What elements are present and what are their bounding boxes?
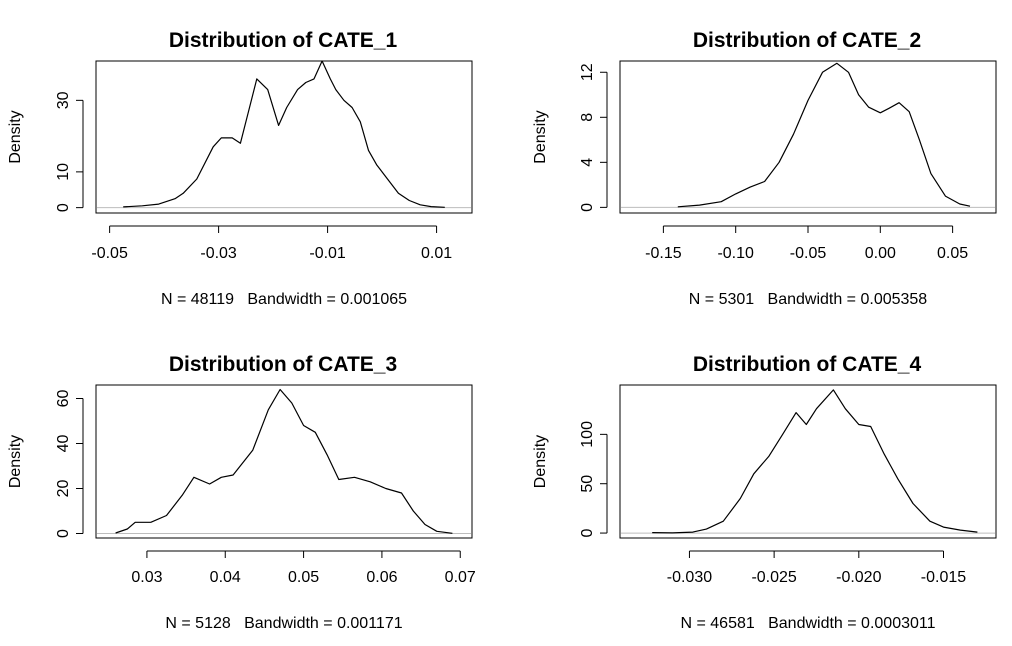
y-tick-label: 0 xyxy=(579,529,596,538)
x-axis-label: N = 5301 Bandwidth = 0.005358 xyxy=(689,291,928,308)
plot-frame xyxy=(619,60,997,214)
density-curve xyxy=(115,388,453,534)
x-tick-label: -0.10 xyxy=(717,245,754,262)
x-tick-label: -0.05 xyxy=(91,245,128,262)
density-curve xyxy=(652,389,978,534)
x-tick-label: -0.025 xyxy=(751,569,796,586)
x-tick-label: -0.030 xyxy=(667,569,712,586)
plot-frame xyxy=(95,384,473,539)
density-panel-2: Distribution of CATE_2 -0.15 -0.10 -0.05 0.0… xyxy=(532,29,997,308)
y-tick-label: 12 xyxy=(579,63,596,81)
x-tick-label: -0.020 xyxy=(836,569,881,586)
x-tick-label: 0.01 xyxy=(421,245,452,262)
y-tick-label: 0 xyxy=(55,529,72,538)
chart-title: Distribution of CATE_4 xyxy=(693,353,922,376)
chart-title: Distribution of CATE_3 xyxy=(169,353,397,376)
x-axis-label: N = 5128 Bandwidth = 0.001171 xyxy=(165,615,402,632)
y-tick-label: 100 xyxy=(579,421,596,448)
y-tick-label: 4 xyxy=(579,158,596,167)
density-panel-3: Distribution of CATE_3 0.03 0.04 0.05 0.06 0.… xyxy=(7,353,476,632)
x-tick-label: 0.03 xyxy=(131,569,162,586)
y-axis-label: Density xyxy=(7,435,24,488)
y-axis-label: Density xyxy=(7,110,24,163)
y-tick-label: 0 xyxy=(55,203,72,212)
x-tick-label: 0.07 xyxy=(445,569,476,586)
density-curve xyxy=(123,60,445,208)
density-panel-1: Distribution of CATE_1 -0.05 -0.03 -0.01 0.0… xyxy=(7,29,473,308)
x-tick-label: 0.05 xyxy=(937,245,968,262)
y-tick-label: 0 xyxy=(579,203,596,212)
x-axis-label: N = 48119 Bandwidth = 0.001065 xyxy=(161,291,407,308)
x-tick-label: 0.00 xyxy=(865,245,896,262)
density-curve xyxy=(677,62,971,208)
y-tick-label: 60 xyxy=(55,390,72,408)
x-tick-label: -0.01 xyxy=(309,245,346,262)
y-tick-label: 30 xyxy=(55,91,72,109)
y-tick-label: 20 xyxy=(55,480,72,498)
chart-title: Distribution of CATE_1 xyxy=(169,29,398,52)
plot-frame xyxy=(619,384,997,539)
x-tick-label: 0.06 xyxy=(366,569,397,586)
x-tick-label: -0.015 xyxy=(921,569,966,586)
y-axis-label: Density xyxy=(532,435,549,488)
x-axis-label: N = 46581 Bandwidth = 0.0003011 xyxy=(680,615,935,632)
x-tick-label: -0.15 xyxy=(645,245,682,262)
y-tick-label: 50 xyxy=(579,475,596,493)
x-tick-label: 0.04 xyxy=(210,569,241,586)
y-tick-label: 40 xyxy=(55,435,72,453)
density-panel-4: Distribution of CATE_4 -0.030 -0.025 -0.020… xyxy=(532,353,997,632)
plot-frame xyxy=(95,60,473,214)
x-tick-label: -0.03 xyxy=(200,245,237,262)
y-axis-label: Density xyxy=(532,110,549,163)
y-tick-label: 10 xyxy=(55,163,72,181)
chart-title: Distribution of CATE_2 xyxy=(693,29,921,52)
y-tick-label: 8 xyxy=(579,113,596,122)
x-tick-label: 0.05 xyxy=(288,569,319,586)
x-tick-label: -0.05 xyxy=(790,245,827,262)
